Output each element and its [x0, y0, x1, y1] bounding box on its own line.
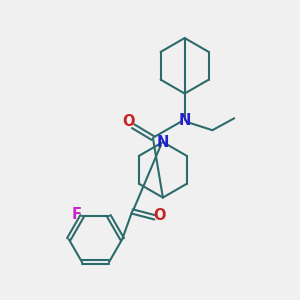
Text: N: N	[157, 135, 169, 150]
Text: N: N	[178, 113, 191, 128]
Text: O: O	[122, 114, 134, 129]
Text: O: O	[154, 208, 166, 223]
Text: F: F	[71, 206, 81, 221]
